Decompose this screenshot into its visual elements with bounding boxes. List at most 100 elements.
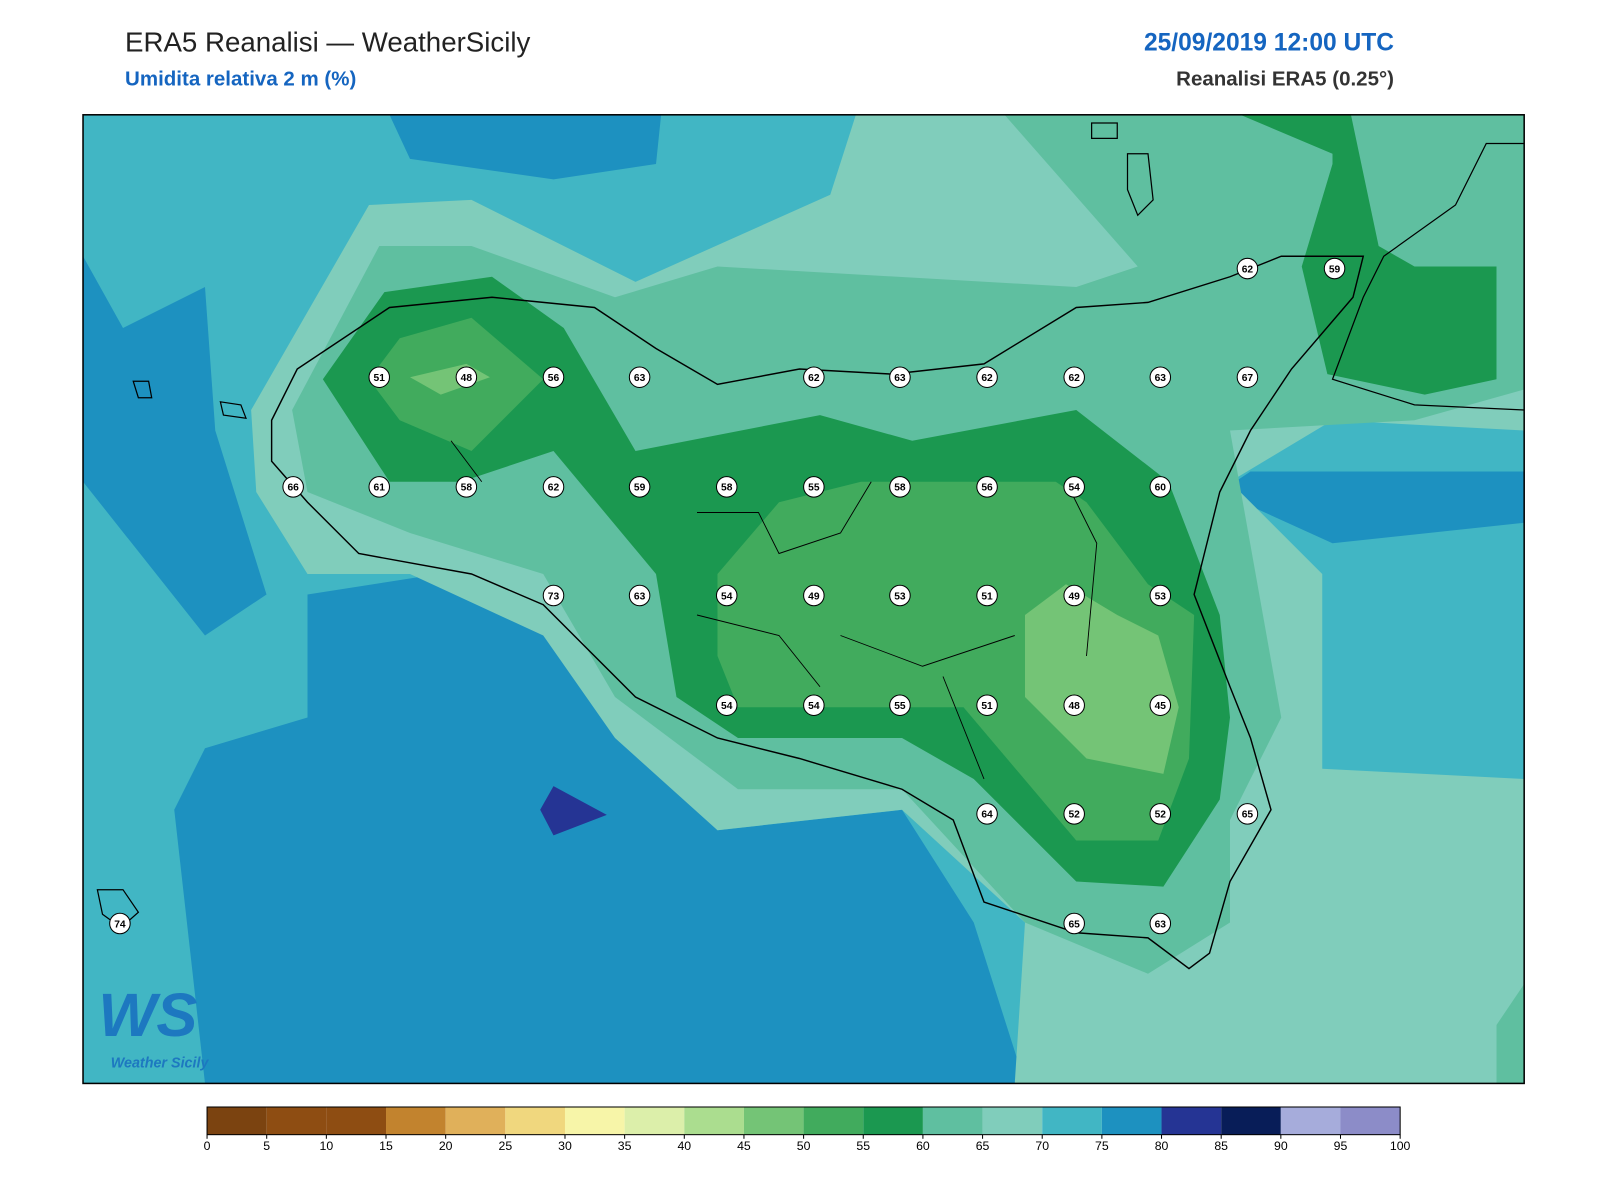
station-marker <box>803 694 825 716</box>
station-value: 67 <box>1242 373 1254 384</box>
station-marker <box>542 476 565 498</box>
station-marker <box>715 584 738 607</box>
source: Reanalisi ERA5 (0.25°) <box>1176 67 1394 90</box>
station-marker <box>368 366 391 388</box>
colorbar-tick-label: 90 <box>1274 1139 1288 1153</box>
station-marker <box>109 912 131 935</box>
colorbar-bin <box>1280 1107 1341 1135</box>
station-marker <box>628 366 651 388</box>
title: ERA5 Reanalisi — WeatherSicily <box>125 26 530 57</box>
colorbar-tick-label: 100 <box>1390 1139 1411 1153</box>
station-value: 58 <box>721 483 733 494</box>
station-value: 49 <box>1068 591 1080 602</box>
station-value: 45 <box>1155 701 1167 712</box>
colorbar-bin <box>1101 1107 1162 1135</box>
station-marker <box>1063 803 1085 825</box>
station-marker <box>1063 584 1085 607</box>
subtitle: Umidita relativa 2 m (%) <box>125 67 356 90</box>
station-value: 48 <box>1068 701 1080 712</box>
station-value: 56 <box>981 483 993 494</box>
colorbar-bin <box>445 1107 506 1135</box>
station-value: 58 <box>461 483 473 494</box>
colorbar-bin <box>982 1107 1043 1135</box>
colorbar-tick-label: 35 <box>618 1139 632 1153</box>
colorbar-tick-label: 70 <box>1035 1139 1049 1153</box>
colorbar-tick-label: 10 <box>320 1139 334 1153</box>
colorbar-tick-label: 50 <box>797 1139 811 1153</box>
station-value: 54 <box>721 701 733 712</box>
station-marker <box>976 366 998 388</box>
colorbar-bin <box>207 1107 267 1135</box>
colorbar-bin <box>803 1107 864 1135</box>
station-marker <box>803 584 825 607</box>
station-marker <box>542 366 565 388</box>
logo: WS Weather Sicily <box>98 981 209 1072</box>
station-marker <box>1236 803 1259 825</box>
colorbar-tick-label: 60 <box>916 1139 930 1153</box>
station-value: 62 <box>808 373 820 384</box>
station-value: 63 <box>1155 919 1167 930</box>
station-value: 54 <box>721 591 733 602</box>
colorbar-bin <box>743 1107 804 1135</box>
station-value: 62 <box>981 373 993 384</box>
station-value: 53 <box>894 591 906 602</box>
station-value: 48 <box>461 373 473 384</box>
colorbar-bin <box>863 1107 923 1135</box>
colorbar-bin <box>1042 1107 1102 1135</box>
station-marker <box>282 476 304 498</box>
logo-mark: WS <box>98 981 197 1050</box>
station-marker <box>1236 366 1259 388</box>
colorbar-bin <box>1221 1107 1281 1135</box>
station-marker <box>803 476 825 498</box>
station-marker <box>628 584 651 607</box>
colorbar-bin <box>922 1107 983 1135</box>
station-marker <box>455 366 478 388</box>
station-marker <box>889 584 911 607</box>
colorbar-tick-label: 20 <box>439 1139 453 1153</box>
station-marker <box>628 476 651 498</box>
station-value: 74 <box>114 919 126 930</box>
station-marker <box>455 476 478 498</box>
station-value: 59 <box>1329 264 1341 275</box>
station-value: 59 <box>634 483 646 494</box>
station-value: 65 <box>1068 919 1080 930</box>
station-marker <box>1149 803 1172 825</box>
colorbar-bin <box>386 1107 446 1135</box>
station-value: 62 <box>1242 264 1254 275</box>
station-value: 63 <box>894 373 906 384</box>
station-marker <box>1236 257 1259 280</box>
station-value: 64 <box>981 810 993 821</box>
station-marker <box>542 584 565 607</box>
station-marker <box>889 366 911 388</box>
station-value: 55 <box>808 483 820 494</box>
colorbar-bin <box>624 1107 685 1135</box>
station-marker <box>1063 694 1085 716</box>
station-value: 53 <box>1155 591 1167 602</box>
colorbar-bin <box>1340 1107 1401 1135</box>
station-value: 52 <box>1155 810 1167 821</box>
colorbar-tick-label: 0 <box>204 1139 211 1153</box>
colorbar-tick-label: 65 <box>976 1139 990 1153</box>
colorbar-tick-label: 25 <box>498 1139 512 1153</box>
colorbar-tick-label: 95 <box>1334 1139 1348 1153</box>
colorbar-bin <box>684 1107 744 1135</box>
station-value: 63 <box>1155 373 1167 384</box>
station-value: 55 <box>894 701 906 712</box>
station-marker <box>1149 366 1172 388</box>
colorbar-bin <box>326 1107 387 1135</box>
station-marker <box>976 476 998 498</box>
station-value: 62 <box>1068 373 1080 384</box>
station-value: 62 <box>548 483 560 494</box>
station-value: 52 <box>1068 810 1080 821</box>
map: 62 59 51 48 56 63 62 63 62 62 63 67 66 61 58 62 59 58 55 58… <box>83 114 1525 1084</box>
datetime: 25/09/2019 12:00 UTC <box>1144 30 1394 57</box>
colorbar-tick-label: 45 <box>737 1139 751 1153</box>
colorbar-tick-label: 15 <box>379 1139 393 1153</box>
colorbar-bin <box>564 1107 625 1135</box>
station-marker <box>976 584 998 607</box>
station-marker <box>889 476 911 498</box>
station-value: 56 <box>548 373 560 384</box>
station-marker <box>1323 257 1346 280</box>
station-marker <box>976 694 998 716</box>
